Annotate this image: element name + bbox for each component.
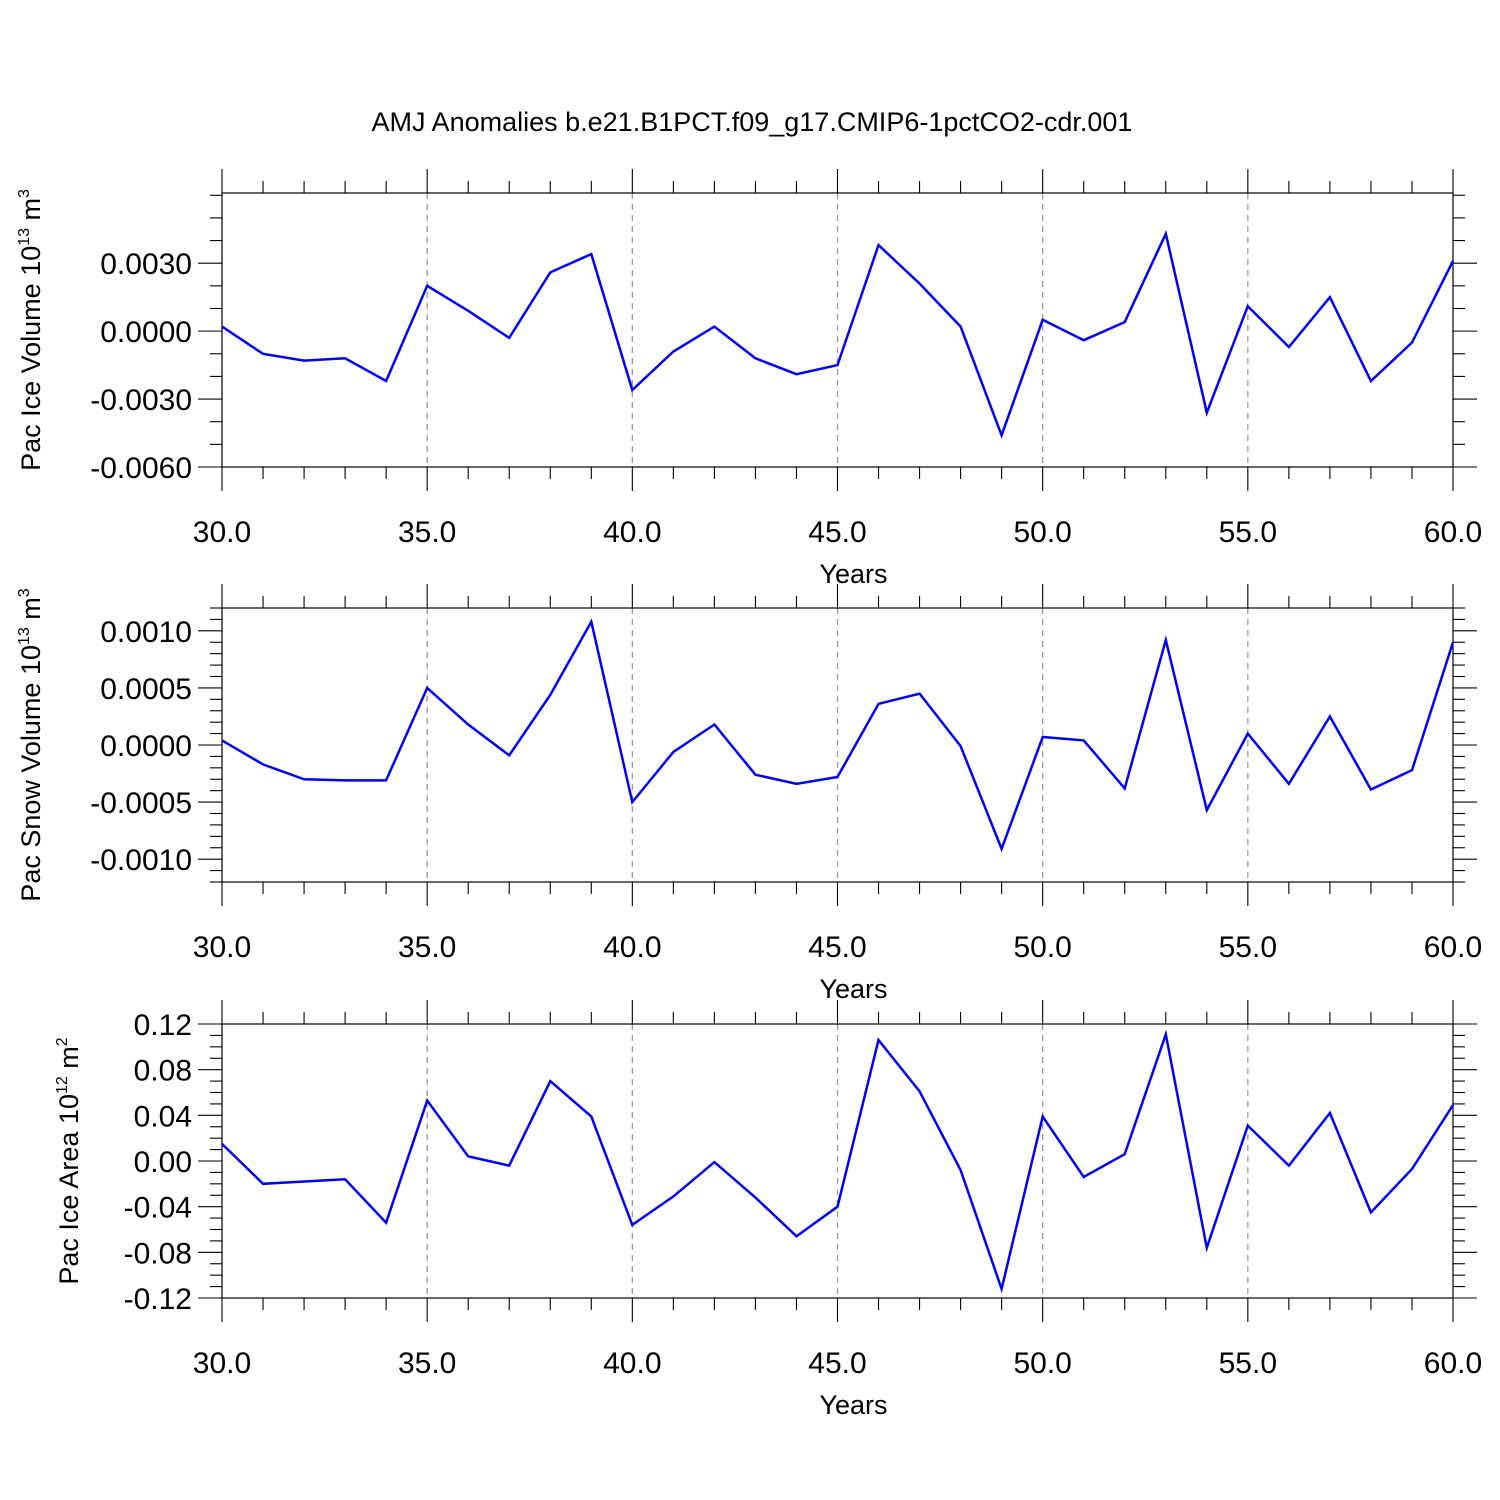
x-tick-label: 45.0 xyxy=(808,1347,866,1380)
y-tick-label: 0.00 xyxy=(134,1146,192,1179)
y-tick-label: -0.08 xyxy=(124,1237,192,1270)
x-tick-label: 45.0 xyxy=(808,931,866,964)
x-axis-label: Years xyxy=(819,559,887,589)
y-tick-label: 0.0000 xyxy=(100,730,192,763)
x-tick-label: 35.0 xyxy=(398,1347,456,1380)
data-series-line xyxy=(221,618,1455,853)
data-series-line xyxy=(221,1029,1455,1294)
x-tick-label: 40.0 xyxy=(603,931,661,964)
figure-title: AMJ Anomalies b.e21.B1PCT.f09_g17.CMIP6-… xyxy=(372,107,1133,137)
x-tick-label: 40.0 xyxy=(603,1347,661,1380)
x-tick-label: 30.0 xyxy=(193,516,251,549)
x-tick-label: 55.0 xyxy=(1219,516,1277,549)
x-tick-label: 35.0 xyxy=(398,516,456,549)
x-axis-label: Years xyxy=(819,974,887,1004)
x-tick-label: 50.0 xyxy=(1013,931,1071,964)
x-tick-label: 55.0 xyxy=(1219,1347,1277,1380)
y-tick-label: 0.08 xyxy=(134,1055,192,1088)
data-series-line xyxy=(221,229,1455,439)
x-tick-label: 60.0 xyxy=(1424,1347,1482,1380)
x-tick-label: 60.0 xyxy=(1424,931,1482,964)
x-axis-label: Years xyxy=(819,1390,887,1420)
y-tick-label: 0.0010 xyxy=(100,616,192,649)
y-tick-label: 0.0005 xyxy=(100,673,192,706)
y-tick-label: -0.0030 xyxy=(90,384,192,417)
x-tick-label: 45.0 xyxy=(808,516,866,549)
x-tick-label: 35.0 xyxy=(398,931,456,964)
y-tick-label: -0.0060 xyxy=(90,452,192,485)
y-axis-label: Pac Ice Area 1012 m2 xyxy=(54,1037,84,1284)
y-tick-label: 0.12 xyxy=(134,1009,192,1042)
x-tick-label: 30.0 xyxy=(193,1347,251,1380)
x-tick-label: 40.0 xyxy=(603,516,661,549)
x-tick-label: 55.0 xyxy=(1219,931,1277,964)
y-axis-label: Pac Ice Volume 1013 m3 xyxy=(16,189,46,471)
y-tick-label: -0.04 xyxy=(124,1192,192,1225)
y-axis-label: Pac Snow Volume 1013 m3 xyxy=(16,588,46,901)
x-tick-label: 60.0 xyxy=(1424,516,1482,549)
x-tick-label: 30.0 xyxy=(193,931,251,964)
y-tick-label: -0.0010 xyxy=(90,844,192,877)
y-tick-label: -0.12 xyxy=(124,1283,192,1316)
y-tick-label: -0.0005 xyxy=(90,787,192,820)
y-tick-label: 0.0000 xyxy=(100,316,192,349)
y-tick-label: 0.0030 xyxy=(100,248,192,281)
y-tick-label: 0.04 xyxy=(134,1100,192,1133)
x-tick-label: 50.0 xyxy=(1013,1347,1071,1380)
x-tick-label: 50.0 xyxy=(1013,516,1071,549)
